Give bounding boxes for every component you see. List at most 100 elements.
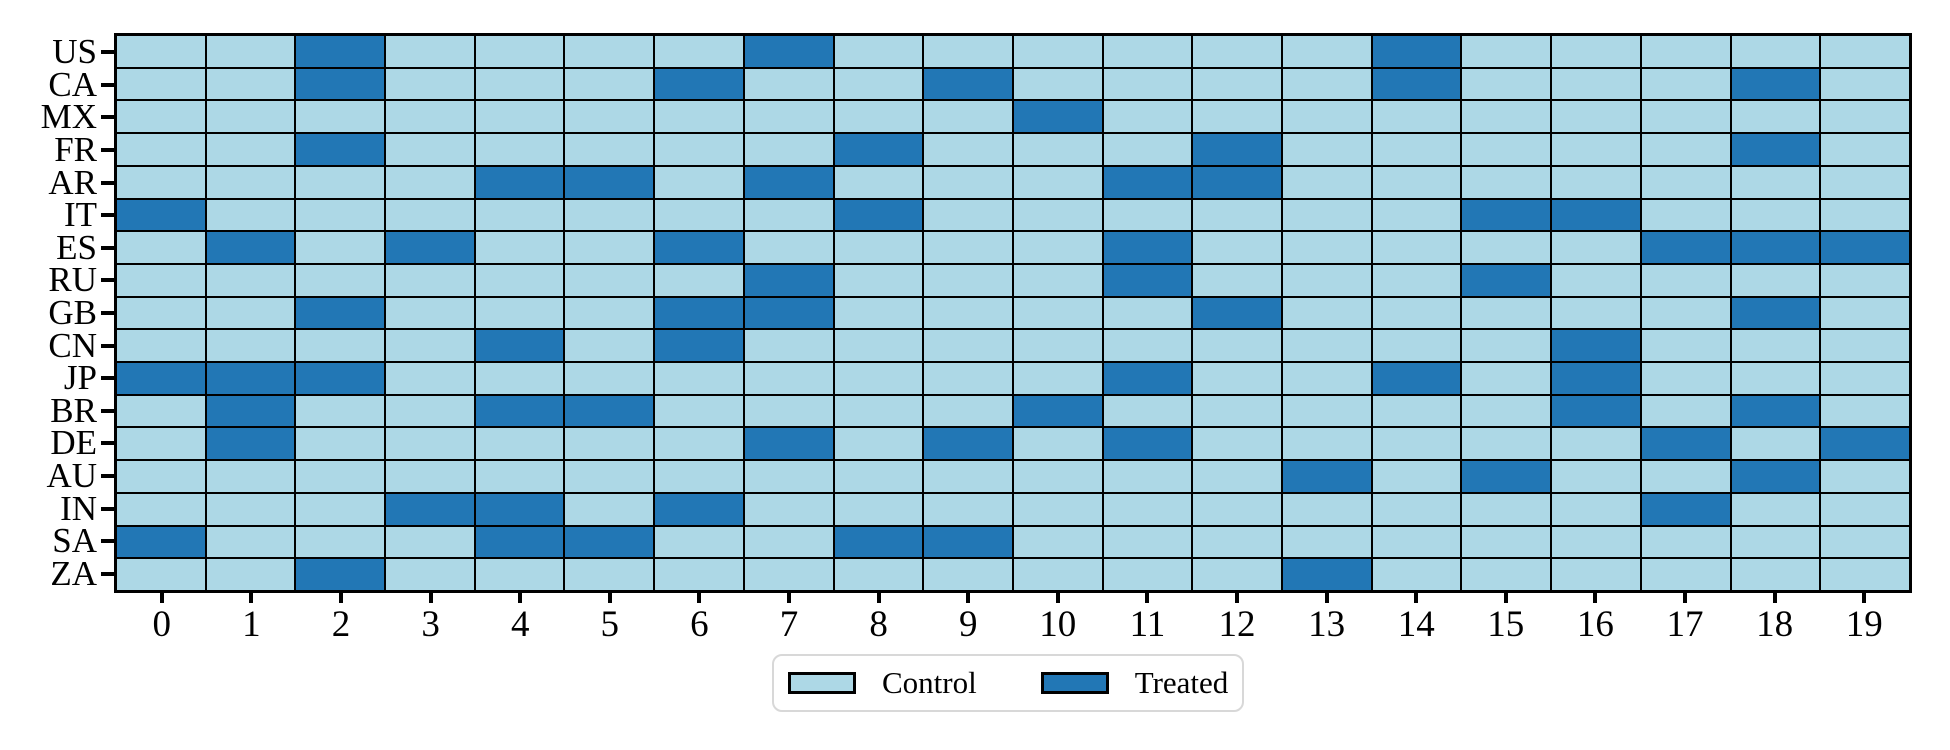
heatmap-cell-JP-6	[655, 363, 743, 394]
heatmap-cell-US-12	[1193, 36, 1282, 67]
heatmap-cell-US-4	[475, 36, 564, 67]
heatmap-cell-DE-17	[1641, 428, 1730, 460]
heatmap-cell-RU-1	[206, 264, 295, 296]
heatmap-cell-ZA-9	[924, 559, 1012, 590]
heatmap-cell-DE-15	[1462, 428, 1551, 460]
heatmap-cell-MX-17	[1641, 101, 1730, 133]
y-tick-label-IN: IN	[60, 488, 97, 528]
heatmap-cell-JP-16	[1552, 363, 1640, 394]
heatmap-cell-CA-11	[1103, 68, 1192, 100]
heatmap-cell-ES-2	[296, 232, 385, 263]
heatmap-cell-GB-0	[117, 297, 205, 329]
x-tick-mark-0	[159, 590, 164, 603]
y-tick-label-GB: GB	[48, 293, 97, 332]
heatmap-cell-IT-18	[1731, 199, 1820, 231]
heatmap-cell-IT-5	[565, 199, 654, 231]
heatmap-cell-JP-1	[206, 363, 295, 394]
heatmap-cell-ES-5	[565, 232, 654, 263]
heatmap-cell-BR-4	[475, 395, 564, 427]
heatmap-cell-AR-13	[1283, 166, 1371, 198]
heatmap-cell-AU-8	[834, 461, 923, 492]
heatmap-cell-FR-2	[296, 134, 385, 165]
y-tick-label-CN: CN	[48, 325, 97, 365]
y-tick-mark-DE	[101, 441, 114, 446]
heatmap-cell-CN-0	[117, 330, 205, 362]
heatmap-cell-RU-8	[834, 264, 923, 296]
heatmap-cell-IN-14	[1372, 493, 1461, 525]
heatmap-cell-DE-7	[744, 428, 833, 460]
heatmap-cell-IN-9	[924, 493, 1012, 525]
heatmap-cell-CN-19	[1821, 330, 1909, 362]
heatmap-cell-ZA-17	[1641, 559, 1730, 590]
heatmap-cell-SA-16	[1552, 526, 1640, 558]
heatmap-cell-RU-18	[1731, 264, 1820, 296]
x-tick-mark-13	[1324, 590, 1329, 603]
heatmap-cell-ES-19	[1821, 232, 1909, 263]
heatmap-cell-US-7	[744, 36, 833, 67]
heatmap-cell-GB-16	[1552, 297, 1640, 329]
heatmap-cell-RU-17	[1641, 264, 1730, 296]
heatmap-cell-JP-17	[1641, 363, 1730, 394]
heatmap-cell-MX-7	[744, 101, 833, 133]
heatmap-cell-FR-5	[565, 134, 654, 165]
heatmap-cell-CN-11	[1103, 330, 1192, 362]
heatmap-cell-FR-9	[924, 134, 1012, 165]
heatmap-cell-RU-16	[1552, 264, 1640, 296]
y-tick-mark-RU	[101, 278, 114, 283]
heatmap-cell-GB-15	[1462, 297, 1551, 329]
heatmap-cell-ES-17	[1641, 232, 1730, 263]
heatmap-cell-CN-4	[475, 330, 564, 362]
heatmap-cell-JP-12	[1193, 363, 1282, 394]
x-tick-label-4: 4	[510, 604, 530, 645]
heatmap-cell-US-18	[1731, 36, 1820, 67]
heatmap-cell-JP-15	[1462, 363, 1551, 394]
heatmap-cell-CN-6	[655, 330, 743, 362]
heatmap-cell-SA-8	[834, 526, 923, 558]
heatmap-cell-CN-16	[1552, 330, 1640, 362]
heatmap-cell-IT-3	[386, 199, 474, 231]
heatmap-cell-IN-11	[1103, 493, 1192, 525]
heatmap-cell-SA-3	[386, 526, 474, 558]
heatmap-cell-CA-9	[924, 68, 1012, 100]
heatmap-cell-SA-5	[565, 526, 654, 558]
heatmap-cell-SA-17	[1641, 526, 1730, 558]
heatmap-cell-ES-3	[386, 232, 474, 263]
heatmap-cell-ES-7	[744, 232, 833, 263]
heatmap-cell-SA-6	[655, 526, 743, 558]
heatmap-cell-ZA-6	[655, 559, 743, 590]
heatmap-cell-GB-7	[744, 297, 833, 329]
heatmap-cell-MX-9	[924, 101, 1012, 133]
x-tick-label-11: 11	[1129, 604, 1166, 645]
x-tick-mark-5	[607, 590, 612, 603]
heatmap-grid	[114, 33, 1912, 593]
heatmap-cell-MX-5	[565, 101, 654, 133]
x-tick-mark-7	[787, 590, 791, 603]
heatmap-cell-AU-3	[386, 461, 474, 492]
y-tick-label-SA: SA	[52, 521, 97, 561]
heatmap-cell-FR-19	[1821, 134, 1909, 165]
heatmap-cell-CA-8	[834, 68, 923, 100]
heatmap-cell-AU-7	[744, 461, 833, 492]
heatmap-cell-SA-2	[296, 526, 385, 558]
heatmap-cell-FR-3	[386, 134, 474, 165]
heatmap-cell-JP-18	[1731, 363, 1820, 394]
heatmap-cell-IN-13	[1283, 493, 1371, 525]
heatmap-cell-AR-7	[744, 166, 833, 198]
heatmap-cell-GB-11	[1103, 297, 1192, 329]
heatmap-cell-US-14	[1372, 36, 1461, 67]
heatmap-cell-BR-17	[1641, 395, 1730, 427]
x-tick-label-0: 0	[152, 604, 172, 645]
y-tick-mark-ES	[101, 245, 114, 250]
heatmap-cell-RU-15	[1462, 264, 1551, 296]
y-tick-label-US: US	[52, 32, 97, 72]
heatmap-cell-ZA-13	[1283, 559, 1371, 590]
y-tick-label-BR: BR	[50, 390, 97, 430]
heatmap-cell-GB-14	[1372, 297, 1461, 329]
heatmap-cell-CN-2	[296, 330, 385, 362]
x-tick-label-16: 16	[1576, 604, 1614, 645]
heatmap-cell-BR-6	[655, 395, 743, 427]
heatmap-cell-BR-8	[834, 395, 923, 427]
heatmap-cell-RU-11	[1103, 264, 1192, 296]
heatmap-cell-RU-2	[296, 264, 385, 296]
